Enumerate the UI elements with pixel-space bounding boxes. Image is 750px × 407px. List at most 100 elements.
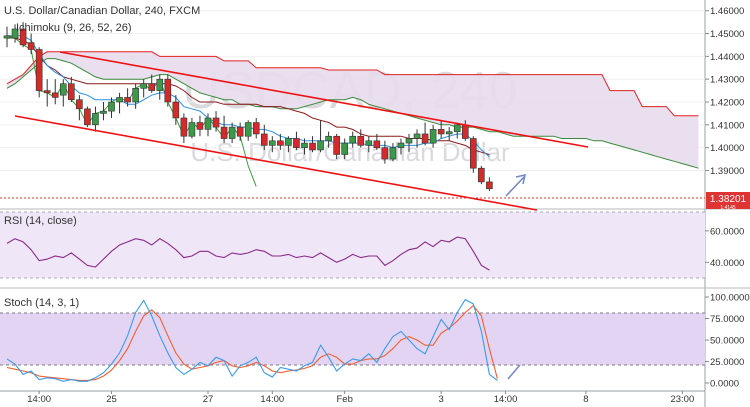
candle-body — [19, 28, 27, 46]
time-tick-label: 14:00 — [27, 394, 51, 405]
candle-body — [260, 133, 268, 146]
candle-body — [373, 140, 381, 148]
chart-title: U.S. Dollar/Canadian Dollar, 240, FXCM — [4, 5, 200, 17]
candle-body — [421, 133, 429, 144]
candle-body — [285, 138, 292, 146]
candle-body — [172, 101, 180, 119]
candle-body — [349, 135, 357, 144]
stoch-tick-label: 25.0000 — [710, 357, 744, 368]
ichimoku-legend: Ichimoku (9, 26, 52, 26) — [16, 22, 132, 34]
stoch-tick-label: 0.0000 — [710, 379, 739, 390]
price-tick-label: 1.39000 — [710, 166, 744, 177]
price-tick-label: 1.40000 — [710, 143, 744, 154]
rsi-line — [6, 236, 490, 271]
candle-body — [365, 140, 373, 146]
candle-body — [59, 83, 67, 96]
candle-body — [389, 147, 397, 160]
price-tick-label: 1.46000 — [710, 6, 744, 17]
price-axis[interactable]: 1.46000 1.45000 1.44000 1.43000 1.42000 1.410… — [705, 6, 744, 177]
stoch-tick-label: 75.0000 — [710, 314, 744, 325]
ichimoku-cloud — [6, 51, 699, 169]
candle-body — [92, 113, 99, 126]
candle-body — [470, 138, 477, 169]
candle-body — [43, 90, 51, 94]
candle-body — [478, 167, 485, 183]
candle-body — [68, 83, 75, 101]
rsi-tick-label: 40.0000 — [710, 258, 744, 269]
candle-body — [108, 101, 115, 112]
stoch-k-line — [6, 298, 498, 382]
last-price-tag — [706, 192, 750, 205]
candle-body — [140, 83, 147, 89]
candle-body — [100, 110, 107, 114]
stoch-band — [0, 313, 705, 365]
candle-body — [156, 78, 164, 91]
rsi-band — [0, 212, 705, 278]
candle-body — [180, 117, 188, 137]
price-tick-label: 1.44000 — [710, 52, 744, 63]
candle-body — [124, 97, 131, 103]
price-tick-label: 1.43000 — [710, 75, 744, 86]
rsi-legend: RSI (14, close) — [4, 215, 77, 227]
candle-body — [486, 181, 493, 190]
candle-body — [293, 138, 300, 148]
time-tick-label: 23:00 — [670, 394, 694, 405]
candle-body — [27, 42, 35, 50]
candle-body — [196, 122, 204, 130]
candle-body — [309, 142, 316, 151]
candle-body — [301, 142, 308, 148]
candle-body — [84, 108, 91, 126]
candle-body — [188, 122, 196, 137]
candlesticks — [3, 22, 493, 192]
candle-body — [252, 122, 260, 135]
candle-body — [244, 122, 252, 137]
senkou-span-b-line — [6, 51, 699, 117]
channel-upper-line[interactable] — [59, 51, 589, 148]
price-tick-label: 1.41000 — [710, 120, 744, 131]
candle-body — [3, 35, 11, 39]
time-tick-label: 3 — [439, 394, 444, 405]
candle-body — [51, 92, 59, 98]
candle-body — [397, 142, 405, 148]
channel-lower-line[interactable] — [14, 115, 538, 211]
candle-body — [204, 117, 212, 130]
time-tick-label: Feb — [336, 394, 352, 405]
candle-body — [164, 78, 172, 103]
time-tick-label: 14:00 — [260, 394, 284, 405]
candle-body — [220, 126, 228, 139]
arrow-price-pane[interactable] — [505, 174, 526, 197]
candle-body — [333, 135, 340, 155]
candle-body — [381, 147, 389, 160]
time-axis[interactable]: 14:00 25 27 14:00 Feb 3 14:00 8 23:00 — [27, 391, 694, 405]
last-price-label: 1.38201 — [710, 194, 747, 205]
time-tick-label: 25 — [106, 394, 117, 405]
second-price-label: 1.4145 — [720, 205, 736, 211]
price-tick-label: 1.45000 — [710, 29, 744, 40]
candle-body — [212, 117, 220, 128]
candle-body — [429, 129, 437, 144]
time-tick-label: 14:00 — [494, 394, 518, 405]
candle-body — [453, 124, 461, 132]
time-tick-label: 8 — [583, 394, 588, 405]
candle-body — [132, 88, 139, 103]
stoch-tick-label: 100.0000 — [710, 293, 750, 304]
candle-body — [148, 83, 156, 91]
candle-body — [341, 142, 348, 155]
candle-body — [413, 133, 421, 139]
candle-body — [461, 124, 469, 139]
rsi-tick-label: 60.0000 — [710, 226, 744, 237]
stoch-tick-label: 50.0000 — [710, 336, 744, 347]
stoch-pane: 100.0000 75.0000 50.0000 25.0000 0.0000 — [6, 293, 750, 390]
stoch-legend: Stoch (14, 3, 1) — [4, 297, 79, 309]
candle-body — [11, 28, 19, 39]
candle-body — [76, 99, 83, 110]
candle-body — [325, 135, 332, 142]
candle-body — [405, 138, 413, 144]
senkou-span-a-line — [6, 58, 699, 169]
candle-body — [116, 97, 123, 103]
price-tick-label: 1.42000 — [710, 98, 744, 109]
candle-body — [445, 131, 453, 135]
second-price-tag — [706, 205, 750, 209]
candle-body — [317, 140, 324, 151]
candle-body — [357, 135, 365, 146]
